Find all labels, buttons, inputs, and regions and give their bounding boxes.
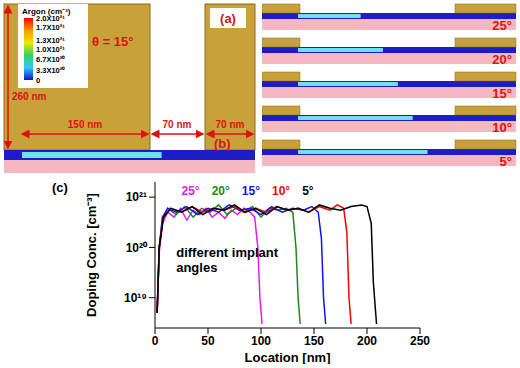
svg-text:(a): (a) xyxy=(220,11,236,26)
svg-text:Argon (cm⁻³): Argon (cm⁻³) xyxy=(22,7,71,16)
svg-text:0: 0 xyxy=(152,334,159,348)
html-text:15°: 15° xyxy=(241,184,260,198)
svg-text:250: 250 xyxy=(410,334,430,348)
svg-text:150: 150 xyxy=(304,334,324,348)
html-text:different implant angles: different implant angles xyxy=(176,244,278,275)
svg-text:200: 200 xyxy=(357,334,377,348)
svg-text:150 nm: 150 nm xyxy=(68,119,103,130)
svg-text:10°: 10° xyxy=(492,120,512,135)
svg-text:Location [nm]: Location [nm] xyxy=(245,350,331,364)
svg-text:50: 50 xyxy=(201,334,215,348)
svg-text:3.3X10²⁰: 3.3X10²⁰ xyxy=(36,66,65,75)
svg-text:0: 0 xyxy=(36,76,40,85)
html-text:25°: 25° xyxy=(181,184,200,198)
svg-text:20°: 20° xyxy=(492,52,512,67)
html-text:5°: 5° xyxy=(302,184,314,198)
svg-text:25°: 25° xyxy=(492,18,512,33)
html-text:(c): (c) xyxy=(52,180,68,195)
svg-text:Doping Conc. [cm⁻³]: Doping Conc. [cm⁻³] xyxy=(84,193,99,317)
svg-text:2.0X10²¹: 2.0X10²¹ xyxy=(36,14,65,23)
html-text:20°: 20° xyxy=(211,184,230,198)
svg-text:100: 100 xyxy=(251,334,271,348)
svg-text:6.7X10²⁰: 6.7X10²⁰ xyxy=(36,55,65,64)
svg-text:10¹⁹: 10¹⁹ xyxy=(124,291,147,305)
svg-text:15°: 15° xyxy=(492,86,512,101)
svg-text:10²⁰: 10²⁰ xyxy=(126,241,148,255)
svg-text:1.0X10²¹: 1.0X10²¹ xyxy=(36,45,65,54)
svg-text:1.7X10²¹: 1.7X10²¹ xyxy=(36,23,65,32)
svg-text:1.3X10²¹: 1.3X10²¹ xyxy=(36,36,65,45)
svg-text:260 nm: 260 nm xyxy=(12,91,47,102)
html-text:10°: 10° xyxy=(272,184,291,198)
svg-text:(b): (b) xyxy=(214,136,231,151)
svg-text:70 nm: 70 nm xyxy=(163,119,192,130)
svg-text:70 nm: 70 nm xyxy=(216,119,245,130)
svg-text:10²¹: 10²¹ xyxy=(126,190,147,204)
svg-text:θ = 15°: θ = 15° xyxy=(92,34,134,49)
svg-text:5°: 5° xyxy=(500,154,512,169)
